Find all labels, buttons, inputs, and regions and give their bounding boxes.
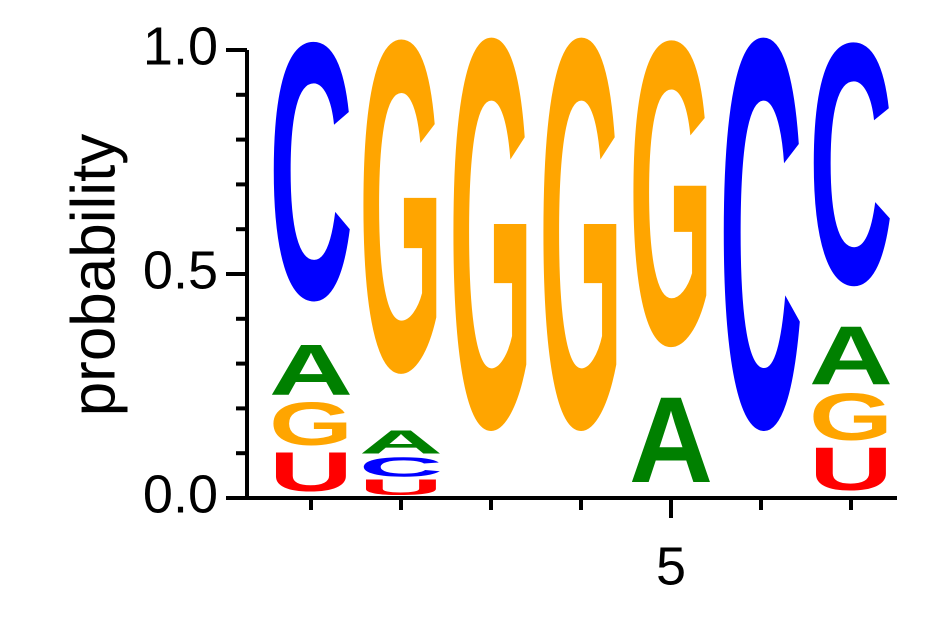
logo-letter: G — [269, 390, 353, 458]
logo-letter: U — [269, 441, 353, 503]
logo-letter: G — [539, 0, 623, 544]
y-tick-label: 1.0 — [143, 16, 218, 76]
logo-letter: G — [359, 0, 443, 470]
logo-letter: A — [359, 424, 443, 461]
logo-letter: A — [809, 309, 893, 402]
y-tick-label: 0.0 — [143, 464, 218, 524]
logo-letter: U — [809, 435, 893, 503]
logo-letter: C — [719, 0, 803, 545]
logo-letter: A — [629, 372, 713, 508]
logo-letter: U — [359, 475, 443, 500]
y-tick-label: 0.5 — [143, 240, 218, 300]
logo-letter: G — [449, 0, 533, 544]
logo-letter: C — [809, 0, 893, 357]
logo-letter: C — [269, 0, 353, 376]
y-axis-title: probability — [59, 134, 128, 417]
logo-letter: C — [359, 451, 443, 482]
logo-letter: G — [629, 0, 713, 435]
x-tick-label: 5 — [656, 536, 686, 596]
logo-letter: A — [269, 329, 353, 410]
logo-letter: G — [809, 381, 893, 455]
